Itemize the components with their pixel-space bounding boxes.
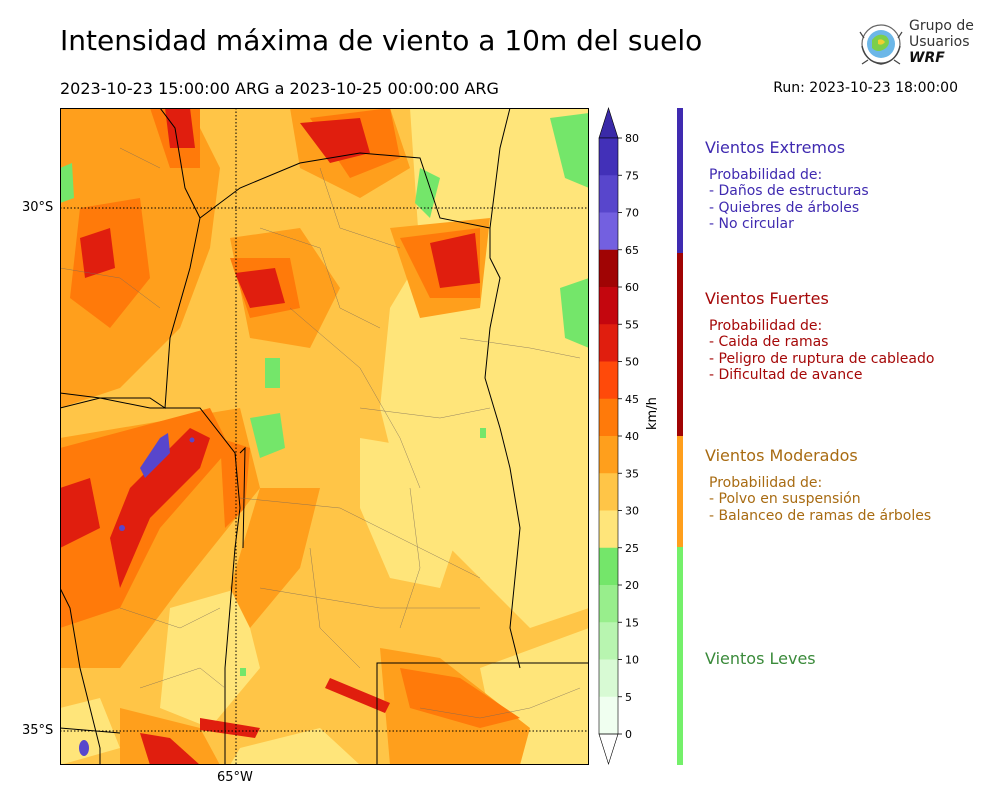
category-extremos-title: Vientos Extremos [705, 138, 846, 157]
lat-label-30s: 30°S [22, 200, 54, 215]
logo-line-3: WRF [909, 50, 945, 66]
colorbar-tick-label: 70 [625, 207, 639, 220]
category-extremos: Vientos Extremos Probabilidad de: - Daño… [705, 138, 995, 233]
colorbar-tick-label: 25 [625, 542, 639, 555]
strip-fuertes [677, 253, 683, 436]
category-line: - Quiebres de árboles [709, 199, 860, 216]
colorbar-segment [599, 510, 618, 549]
category-extremos-lines: Probabilidad de: - Daños de estructuras … [705, 167, 995, 233]
colorbar-segment [599, 324, 618, 362]
colorbar-under-arrow [598, 733, 619, 765]
page-title: Intensidad máxima de viento a 10m del su… [60, 24, 703, 57]
category-line: - Dificultad de avance [709, 367, 863, 384]
category-fuertes-title: Vientos Fuertes [705, 289, 829, 308]
colorbar-segment [599, 436, 618, 474]
colorbar-tick-label: 35 [625, 467, 639, 480]
category-moderados: Vientos Moderados Probabilidad de: - Pol… [705, 446, 995, 524]
category-line: - Balanceo de ramas de árboles [709, 507, 932, 524]
strip-moderados [677, 436, 683, 547]
grupo-usuarios-wrf-logo [859, 24, 903, 65]
wind-zone-20-25 [60, 113, 589, 676]
category-line: Probabilidad de: [709, 475, 823, 491]
colorbar-tick-label: 15 [625, 616, 639, 629]
category-line: - Peligro de ruptura de cableado [709, 350, 935, 367]
colorbar-segment [599, 473, 618, 511]
lat-lon-gridlines [60, 108, 589, 765]
strip-extremos [677, 108, 683, 253]
department-borders [60, 147, 581, 719]
category-moderados-lines: Probabilidad de: - Polvo en suspensión -… [705, 475, 995, 524]
colorbar-segment [599, 547, 618, 586]
colorbar-tick-label: 75 [625, 169, 639, 182]
colorbar-segment [599, 696, 618, 735]
colorbar-segment [599, 398, 618, 437]
colorbar-tick-label: 50 [625, 356, 639, 369]
logo-text: Grupo de Usuarios WRF [909, 18, 974, 66]
colorbar-segment [599, 622, 618, 660]
colorbar-tick-label: 30 [625, 505, 639, 518]
logo-line-2: Usuarios [909, 34, 970, 50]
globe-icon [859, 24, 903, 65]
run-timestamp: Run: 2023-10-23 18:00:00 [773, 80, 958, 96]
category-line: - Polvo en suspensión [709, 491, 861, 508]
category-leves: Vientos Leves [705, 649, 995, 668]
wind-map [60, 108, 589, 765]
strip-leves [677, 547, 683, 765]
category-moderados-title: Vientos Moderados [705, 446, 858, 465]
lon-label-65w: 65°W [217, 770, 253, 785]
category-line: - Daños de estructuras [709, 183, 869, 200]
colorbar-tick-label: 20 [625, 579, 639, 592]
category-line: - Caida de ramas [709, 334, 829, 351]
logo-line-1: Grupo de [909, 18, 974, 34]
colorbar-segment [599, 249, 618, 288]
category-line: - No circular [709, 216, 794, 233]
colorbar-segment [599, 212, 618, 251]
category-line: Probabilidad de: [709, 167, 823, 183]
colorbar-segment [599, 659, 618, 698]
category-leves-title: Vientos Leves [705, 649, 816, 668]
colorbar-tick-label: 40 [625, 430, 639, 443]
forecast-period: 2023-10-23 15:00:00 ARG a 2023-10-25 00:… [60, 79, 499, 98]
category-line: Probabilidad de: [709, 318, 823, 334]
colorbar: 0 5 10 15 20 25 30 35 40 45 50 55 60 65 70 75 80 [598, 107, 639, 765]
colorbar-tick-label: 65 [625, 244, 639, 257]
province-borders [60, 108, 589, 765]
colorbar-tick-label: 45 [625, 393, 639, 406]
colorbar-tick-label: 0 [625, 728, 632, 741]
colorbar-segment [599, 287, 618, 325]
colorbar-tick-label: 60 [625, 281, 639, 294]
colorbar-tick-label: 5 [625, 691, 632, 704]
colorbar-tick-label: 10 [625, 654, 639, 667]
colorbar-tick-label: 55 [625, 318, 639, 331]
category-fuertes: Vientos Fuertes Probabilidad de: - Caida… [705, 289, 995, 384]
colorbar-tick-label: 80 [625, 132, 639, 145]
colorbar-segment [599, 585, 618, 623]
colorbar-unit: km/h [645, 397, 660, 430]
colorbar-segment [599, 175, 618, 213]
colorbar-over-arrow [598, 107, 619, 139]
category-fuertes-lines: Probabilidad de: - Caida de ramas - Peli… [705, 318, 995, 384]
lat-label-35s: 35°S [22, 723, 54, 738]
wind-zone-65-80 [79, 433, 195, 756]
colorbar-segment [599, 361, 618, 400]
colorbar-segment [599, 138, 618, 176]
wind-zone-45-60 [60, 108, 480, 765]
